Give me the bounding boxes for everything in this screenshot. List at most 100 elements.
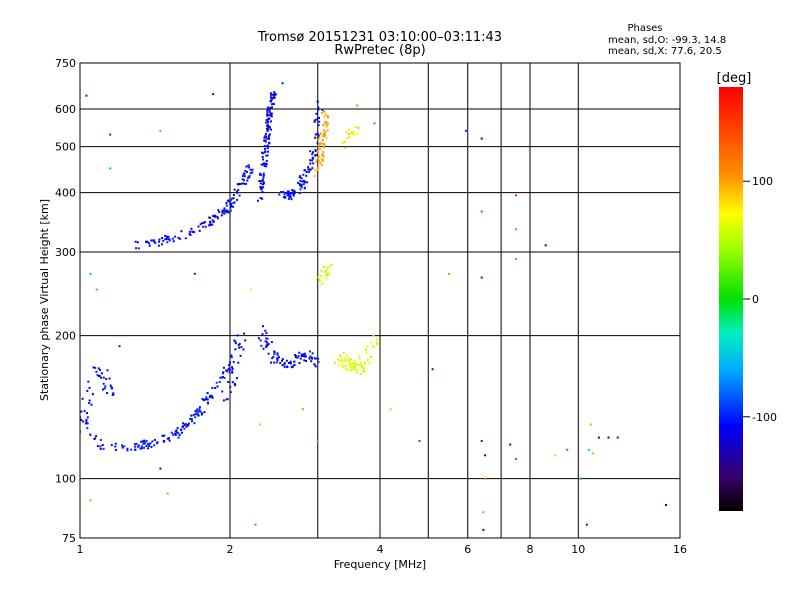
colorbar-tick-label: 0 <box>752 293 759 306</box>
data-point <box>92 366 95 369</box>
data-point <box>353 368 356 371</box>
data-point <box>227 368 230 370</box>
data-point <box>126 447 129 450</box>
data-point <box>140 440 143 443</box>
data-point <box>307 166 310 169</box>
data-point <box>352 366 355 369</box>
data-point <box>268 126 271 129</box>
data-point <box>307 168 310 171</box>
data-point <box>282 190 285 193</box>
data-point <box>142 440 144 443</box>
data-point <box>242 172 245 175</box>
data-point <box>238 346 241 349</box>
data-point <box>447 272 450 275</box>
data-point <box>266 341 269 344</box>
data-point <box>199 223 202 226</box>
data-point <box>348 128 351 131</box>
y-tick-label: 600 <box>55 103 76 116</box>
data-point <box>484 477 487 480</box>
data-point <box>244 339 247 342</box>
data-point <box>89 499 92 502</box>
data-point <box>298 351 301 354</box>
data-point <box>373 122 376 125</box>
data-point <box>299 188 302 191</box>
data-point <box>174 430 177 433</box>
data-point <box>266 127 268 130</box>
data-point <box>265 165 268 168</box>
y-tick-label: 400 <box>55 187 76 200</box>
data-point <box>270 112 273 115</box>
data-point <box>289 196 292 199</box>
data-point <box>266 106 269 109</box>
data-point <box>95 370 98 373</box>
data-point <box>227 381 230 383</box>
data-point <box>302 173 305 176</box>
colorbar-unit-label: [deg] <box>717 71 752 86</box>
data-point <box>341 365 344 368</box>
data-point <box>104 385 107 388</box>
data-point <box>223 376 226 379</box>
data-point <box>480 137 483 140</box>
data-point <box>298 192 301 195</box>
data-point <box>80 410 83 413</box>
data-point <box>316 132 319 135</box>
data-point <box>376 338 379 341</box>
data-point <box>301 354 304 357</box>
data-point <box>484 454 487 457</box>
data-point <box>234 348 237 351</box>
data-point <box>108 377 111 380</box>
data-point <box>216 217 219 220</box>
data-point <box>515 258 517 260</box>
data-point <box>233 201 236 204</box>
data-point <box>266 124 269 127</box>
data-point <box>322 129 325 132</box>
data-point <box>156 441 159 444</box>
data-point <box>265 121 267 124</box>
data-point <box>515 228 517 231</box>
data-point <box>267 125 270 128</box>
data-point <box>268 137 271 140</box>
data-point <box>322 146 325 149</box>
data-point <box>268 134 271 137</box>
data-point <box>189 417 192 420</box>
data-point <box>196 411 199 414</box>
data-point <box>304 355 307 358</box>
data-point <box>322 159 324 162</box>
data-point <box>158 240 160 243</box>
data-point <box>297 181 300 184</box>
data-point <box>309 159 312 162</box>
data-point <box>174 433 177 435</box>
data-point <box>109 384 112 387</box>
data-point <box>354 365 357 368</box>
data-point <box>203 399 205 402</box>
data-point <box>99 445 102 448</box>
data-point <box>194 410 197 413</box>
data-point <box>168 439 171 442</box>
data-point <box>234 340 237 343</box>
data-point <box>187 424 190 427</box>
data-point <box>264 329 267 332</box>
data-point <box>165 238 168 240</box>
data-point <box>204 221 206 223</box>
data-point <box>236 377 238 380</box>
data-point <box>326 129 329 132</box>
data-point <box>365 348 368 351</box>
data-point <box>314 136 317 139</box>
data-point <box>589 423 592 426</box>
data-point <box>349 360 351 363</box>
data-point <box>228 200 231 203</box>
data-point <box>99 369 102 371</box>
data-point <box>268 142 271 145</box>
data-point <box>225 398 228 401</box>
data-point <box>209 216 212 219</box>
data-point <box>316 101 319 104</box>
data-point <box>271 357 274 360</box>
data-point <box>233 188 236 191</box>
data-point <box>311 352 314 355</box>
data-point <box>314 365 317 368</box>
data-point <box>236 190 239 193</box>
data-point <box>170 431 173 434</box>
data-point <box>180 429 183 431</box>
data-point <box>389 408 392 411</box>
data-point <box>270 120 272 123</box>
